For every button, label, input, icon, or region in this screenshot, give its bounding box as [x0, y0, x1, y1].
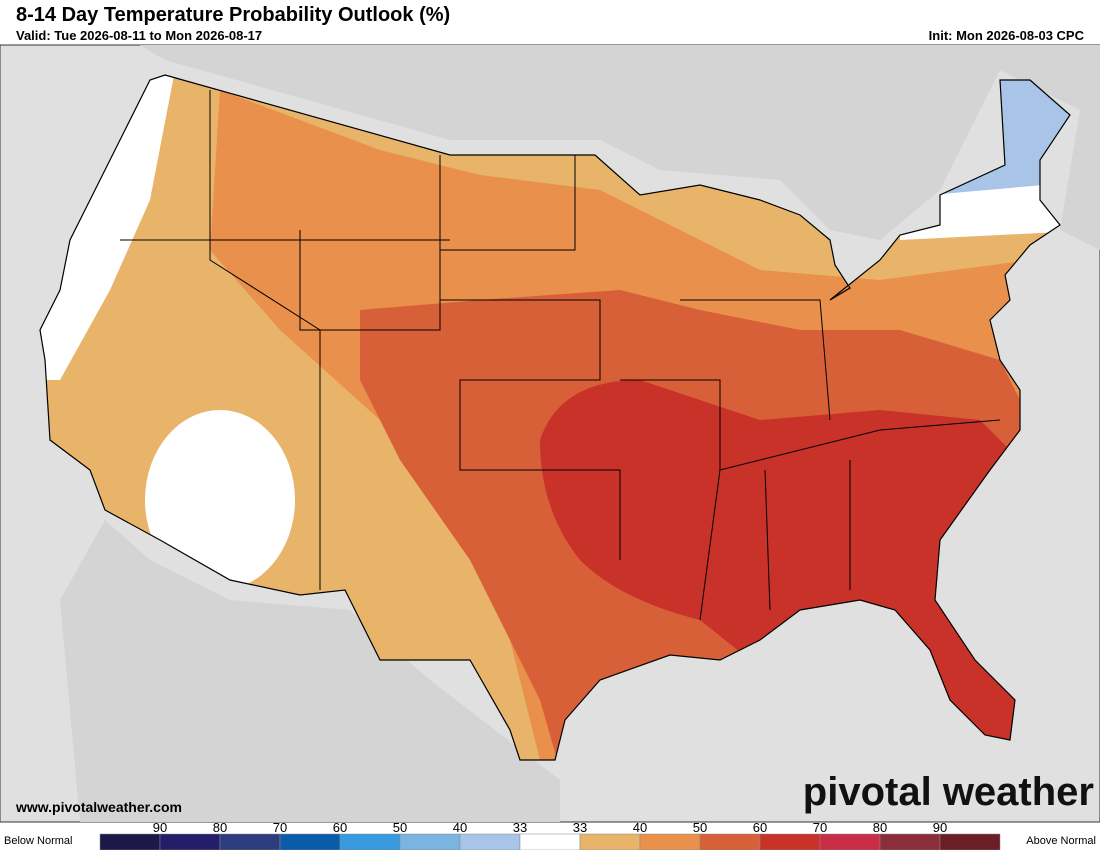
legend-tick-label: 80	[213, 820, 227, 835]
legend-swatch	[699, 833, 761, 850]
state-lines	[120, 90, 1001, 621]
legend-tick-label: 50	[693, 820, 707, 835]
init-time: Init: Mon 2026-08-03 CPC	[929, 28, 1085, 43]
legend-tick-label: 90	[153, 820, 167, 835]
legend-tick-label: 70	[273, 820, 287, 835]
canada	[0, 45, 1100, 250]
title: 8-14 Day Temperature Probability Outlook…	[16, 4, 450, 26]
legend-swatch	[759, 833, 821, 850]
legend-swatch	[219, 833, 281, 850]
legend-tick-label: 33	[573, 820, 587, 835]
legend-swatch	[819, 833, 881, 850]
legend-swatch	[519, 833, 581, 850]
legend-tick-label: 70	[813, 820, 827, 835]
legend-swatch	[879, 833, 941, 850]
legend-tick-label: 50	[393, 820, 407, 835]
legend-swatch	[159, 833, 221, 850]
legend-swatch	[639, 833, 701, 850]
legend-tick-label: 60	[753, 820, 767, 835]
legend-tick-label: 40	[633, 820, 647, 835]
legend-swatch	[939, 833, 1001, 850]
legend-swatch	[99, 833, 161, 850]
legend-swatch	[459, 833, 521, 850]
mexico	[60, 520, 560, 822]
website: www.pivotalweather.com	[15, 799, 182, 815]
legend-swatch	[339, 833, 401, 850]
legend-tick-label: 33	[513, 820, 527, 835]
legend-below-label: Below Normal	[4, 835, 72, 847]
legend-tick-label: 90	[933, 820, 947, 835]
brand: pivotal weather	[803, 770, 1094, 814]
legend-tick-label: 80	[873, 820, 887, 835]
valid-time: Valid: Tue 2026-08-11 to Mon 2026-08-17	[16, 28, 262, 43]
legend-tick-label: 40	[453, 820, 467, 835]
legend-above-label: Above Normal	[1026, 835, 1096, 847]
legend-swatch	[579, 833, 641, 850]
legend-tick-label: 60	[333, 820, 347, 835]
region-33-southwest	[145, 410, 295, 590]
legend-swatch	[399, 833, 461, 850]
legend-swatch	[279, 833, 341, 850]
legend: 90 80 70 60 50 40 33 33 40 50 60 70 80 90	[99, 820, 1001, 850]
